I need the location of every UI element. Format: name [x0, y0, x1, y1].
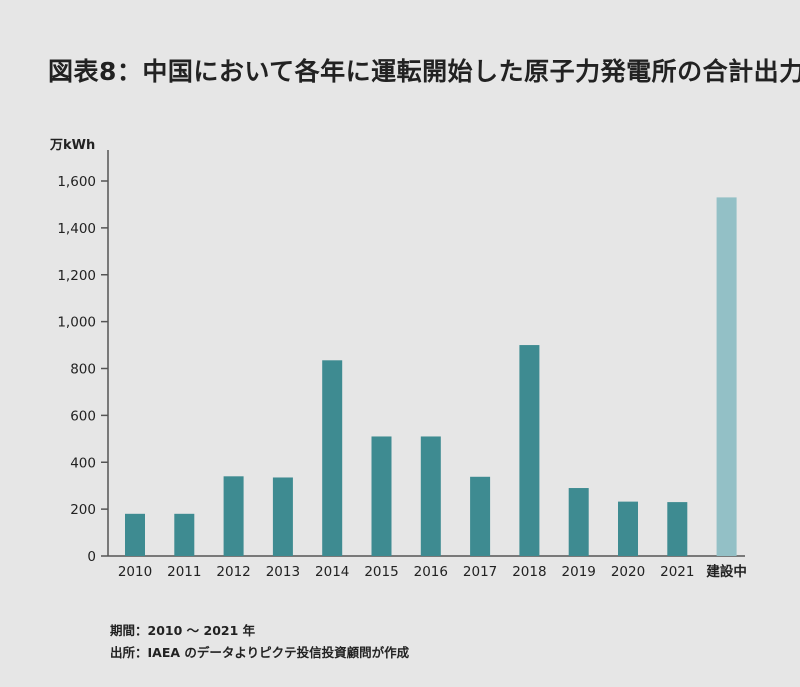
x-tick-label: 2015 — [364, 564, 398, 580]
x-tick-label: 2013 — [266, 564, 300, 580]
chart-title: 図表8：中国において各年に運転開始した原子力発電所の合計出力 — [48, 57, 800, 86]
x-tick-label: 2010 — [118, 564, 152, 580]
x-tick-label: 2016 — [414, 564, 448, 580]
x-tick-label: 2017 — [463, 564, 497, 580]
bar-2021 — [667, 502, 688, 556]
x-tick-label: 2011 — [167, 564, 201, 580]
bar-2014 — [322, 360, 343, 556]
bar-2019 — [568, 488, 589, 556]
x-tick-label: 2020 — [611, 564, 645, 580]
y-tick-label: 1,600 — [57, 174, 96, 190]
x-tick-label: 2018 — [512, 564, 546, 580]
x-tick-label: 2014 — [315, 564, 349, 580]
y-tick-label: 1,000 — [57, 315, 96, 331]
y-tick-label: 200 — [70, 502, 96, 518]
y-axis-unit-label: 万kWh — [49, 138, 95, 153]
chart-notes: 期間：2010 〜 2021 年 出所：IAEA のデータよりピクテ投信投資顧問… — [110, 620, 409, 664]
y-tick-label: 600 — [70, 408, 96, 424]
bar-2010 — [125, 513, 145, 556]
bar-2016 — [420, 436, 441, 556]
bar-2020 — [618, 501, 638, 556]
bar-2015 — [371, 436, 392, 556]
y-tick-label: 0 — [87, 549, 96, 565]
bar-2018 — [519, 345, 540, 556]
y-tick-label: 800 — [70, 362, 96, 378]
period-note: 期間：2010 〜 2021 年 — [110, 623, 256, 638]
bar-2017 — [470, 476, 491, 556]
bar-2012 — [223, 476, 244, 556]
source-note: 出所：IAEA のデータよりピクテ投信投資顧問が作成 — [110, 645, 410, 660]
bar-under-construction — [716, 197, 737, 556]
x-tick-label: 2019 — [562, 564, 596, 580]
y-tick-label: 1,400 — [57, 221, 96, 237]
x-tick-label: 建設中 — [705, 563, 747, 580]
bar-2011 — [174, 513, 195, 556]
bar-2013 — [272, 477, 293, 556]
x-tick-label: 2012 — [216, 564, 250, 580]
x-tick-label: 2021 — [660, 564, 694, 580]
y-tick-label: 1,200 — [57, 268, 96, 284]
y-tick-label: 400 — [70, 455, 96, 471]
